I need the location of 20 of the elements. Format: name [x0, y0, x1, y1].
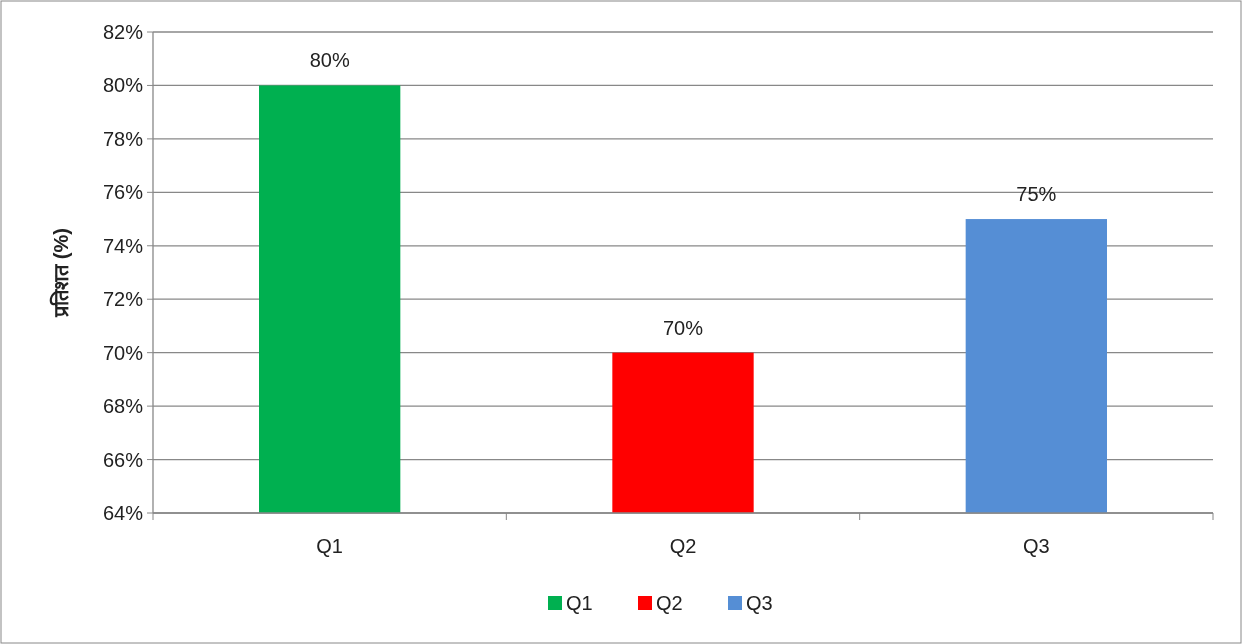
y-axis-title: प्रतिशत (%)	[49, 228, 72, 318]
legend-label: Q3	[746, 592, 773, 614]
legend-label: Q1	[566, 592, 593, 614]
data-label: 80%	[309, 49, 350, 72]
data-label: 70%	[662, 316, 704, 339]
x-tick-label: Q2	[669, 535, 697, 557]
y-tick-label: 82%	[102, 21, 144, 43]
y-tick-label: 70%	[102, 341, 144, 364]
y-tick-label: 68%	[102, 395, 144, 418]
y-tick-label: 64%	[102, 502, 144, 524]
y-tick-label: 80%	[102, 74, 144, 97]
y-tick-label: 66%	[102, 448, 144, 471]
y-tick-label: 76%	[102, 181, 144, 204]
y-tick-label: 72%	[102, 288, 144, 311]
x-tick-label: Q1	[316, 535, 344, 557]
y-tick-label: 74%	[102, 234, 144, 257]
x-tick-label: Q3	[1022, 535, 1050, 557]
data-label: 75%	[1016, 183, 1057, 206]
y-tick-label: 78%	[102, 127, 144, 150]
legend-label: Q2	[656, 592, 683, 614]
